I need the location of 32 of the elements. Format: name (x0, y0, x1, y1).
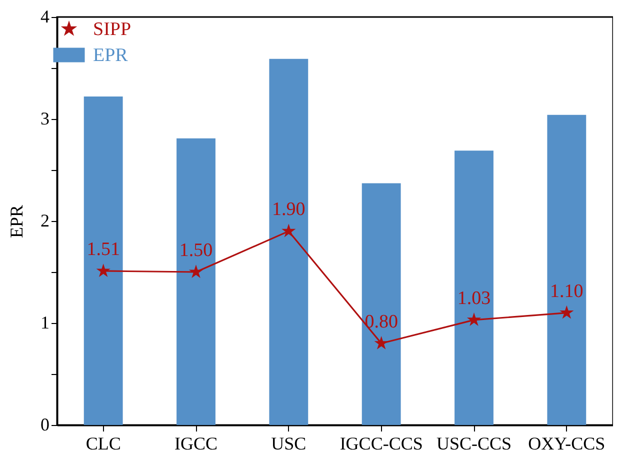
bar (547, 114, 586, 425)
point (560, 305, 574, 319)
data-label: 1.90 (272, 199, 306, 220)
bar (362, 183, 401, 425)
x-tick-label: USC-CCS (436, 434, 512, 454)
point (188, 264, 204, 278)
y-tick-label: 4 (40, 6, 50, 26)
y-tick-label: 1 (40, 312, 50, 332)
point (374, 336, 388, 350)
data-label: 1.51 (86, 238, 120, 260)
point (466, 312, 482, 326)
data-label: 1.10 (550, 280, 584, 302)
legend-label: SIPP (93, 19, 132, 40)
data-label: 1.03 (457, 288, 491, 309)
bar (454, 150, 494, 425)
x-tick-label: OXY-CCS (528, 434, 606, 454)
bar (269, 58, 308, 425)
point (96, 264, 110, 277)
legend-label: EPR (93, 45, 128, 66)
y-tick-label: 0 (40, 414, 50, 434)
data-label: 1.50 (179, 240, 213, 261)
bar (84, 96, 123, 425)
point (282, 224, 296, 238)
y-tick-label: 2 (40, 210, 50, 230)
y-axis-title: EPR (6, 204, 26, 238)
y-tick-label: 3 (40, 108, 50, 128)
x-tick-label: IGCC-CCS (340, 434, 423, 454)
bar (176, 138, 216, 425)
data-label: 0.80 (364, 311, 398, 332)
x-tick-label: CLC (86, 434, 121, 454)
x-tick-label: USC (271, 434, 306, 454)
x-tick-label: IGCC (174, 434, 218, 454)
